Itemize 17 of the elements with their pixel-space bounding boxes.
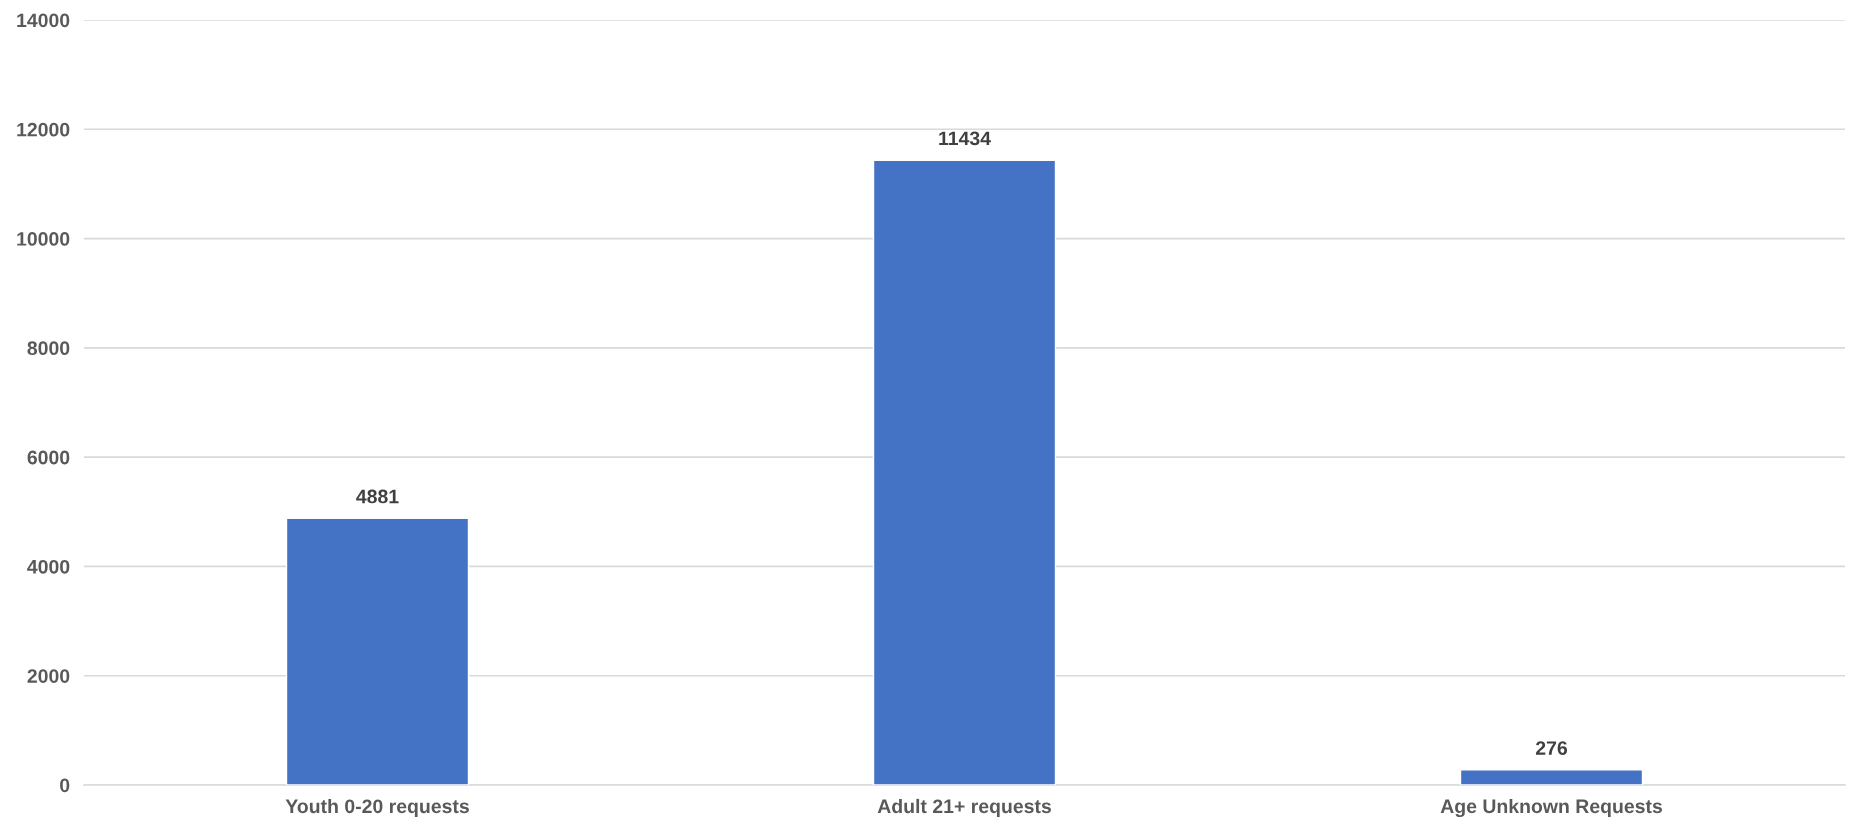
bar [872,159,1057,785]
bar [285,517,470,785]
y-tick-label: 12000 [17,122,70,137]
y-tick-label: 0 [60,778,70,793]
y-tick-label: 10000 [17,232,70,246]
y-tick-label: 14000 [17,13,70,28]
data-label: 4881 [356,489,399,504]
x-tick-label: Adult 21+ requests [877,798,1051,818]
data-label: 11434 [939,131,991,146]
data-label: 276 [1535,741,1568,755]
y-tick-label: 8000 [27,341,70,356]
y-tick-label: 4000 [27,559,70,574]
bar [1459,769,1644,785]
y-tick-label: 6000 [27,450,70,465]
y-tick-label: 2000 [27,669,70,683]
x-tick-label: Youth 0-20 requests [285,798,469,818]
x-tick-label: Age Unknown Requests [1440,798,1662,818]
